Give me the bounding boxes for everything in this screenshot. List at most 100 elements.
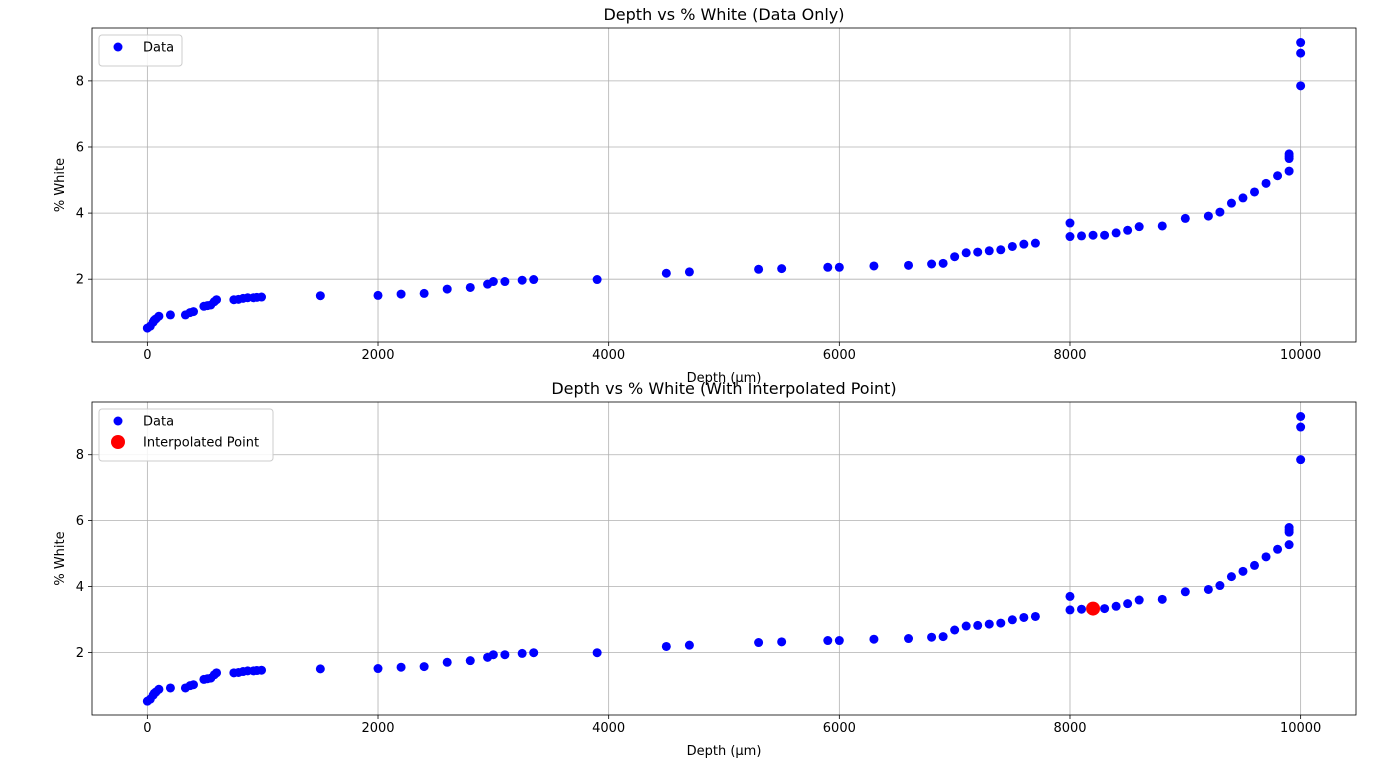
y-tick-label: 4 [76,580,84,595]
data-point [1065,591,1075,601]
data-point [834,262,844,272]
data-point [419,288,429,298]
data-point [777,264,787,274]
x-tick-label: 10000 [1280,721,1321,736]
data-point [154,311,164,321]
data-point [373,290,383,300]
data-point [419,662,429,672]
data-point [1007,615,1017,625]
data-point [1100,230,1110,240]
data-point [1296,38,1306,48]
data-point [823,636,833,646]
data-point [1238,566,1248,576]
data-point [834,636,844,646]
data-point [212,668,222,678]
y-tick-label: 2 [76,273,84,288]
data-point [984,619,994,629]
data-point [188,680,198,690]
data-point [1250,187,1260,197]
data-point [1157,221,1167,231]
y-tick-label: 8 [76,448,84,463]
data-point [442,284,452,294]
data-point [212,295,222,305]
data-point [500,650,510,660]
data-point [517,648,527,658]
chart-title: Depth vs % White (With Interpolated Poin… [551,379,896,398]
data-point [1250,560,1260,570]
y-tick-label: 2 [76,646,84,661]
data-point [1296,422,1306,432]
data-point [165,683,175,693]
x-tick-label: 8000 [1053,348,1086,363]
data-point [1100,604,1110,614]
data-point [1065,232,1075,242]
data-point [973,620,983,630]
legend-marker [111,435,125,449]
data-point [1007,241,1017,251]
data-point [1065,605,1075,615]
y-tick-label: 4 [76,207,84,222]
data-point [1284,540,1294,550]
data-point [1296,48,1306,58]
data-point [1134,595,1144,605]
data-point [984,246,994,256]
data-point [1203,211,1213,221]
data-point [1296,455,1306,465]
data-point [257,292,267,302]
data-point [661,641,671,651]
data-point [188,307,198,317]
data-point [442,657,452,667]
y-axis-label: % White [53,531,68,585]
data-point [396,662,406,672]
data-point [1203,584,1213,594]
interpolated-point-point [1086,601,1101,616]
data-point [1273,171,1283,181]
legend-label: Data [143,41,174,56]
data-point [315,291,325,301]
data-point [938,632,948,642]
data-point [257,665,267,675]
data-point [465,656,475,666]
data-point [1261,178,1271,188]
data-point [927,632,937,642]
legend-label: Data [143,415,174,430]
x-tick-label: 0 [143,348,151,363]
data-point [1134,222,1144,232]
data-point [1273,544,1283,554]
data-point [1111,601,1121,611]
data-point [488,650,498,660]
data-point [684,267,694,277]
data-point [500,277,510,287]
data-point [1123,599,1133,609]
data-point [1077,604,1087,614]
x-tick-label: 0 [143,721,151,736]
data-point [1157,594,1167,604]
x-tick-label: 6000 [823,721,856,736]
data-point [465,282,475,292]
data-point [1180,213,1190,223]
data-point [592,648,602,658]
y-tick-label: 6 [76,514,84,529]
legend-box [98,408,274,462]
data-point [1296,81,1306,91]
data-point [1296,411,1306,421]
legend-box [98,34,183,67]
data-point [1019,239,1029,249]
data-point [1261,552,1271,562]
chart-panel-2: 0 2000 4000 6000 8000 10000 2 4 6 8 Depth vs % Whi… [53,379,1357,759]
data-point [373,664,383,674]
x-tick-label: 10000 [1280,348,1321,363]
data-point [996,618,1006,628]
legend-marker [113,416,123,426]
data-point [950,252,960,262]
data-point [950,625,960,635]
data-point [165,310,175,320]
data-point [154,684,164,694]
data-point [1111,228,1121,238]
data-point [529,648,539,658]
x-tick-label: 4000 [592,348,625,363]
data-point [1284,523,1294,533]
x-axis-label: Depth (μm) [687,744,762,759]
data-point [1284,166,1294,176]
data-point [1030,611,1040,621]
